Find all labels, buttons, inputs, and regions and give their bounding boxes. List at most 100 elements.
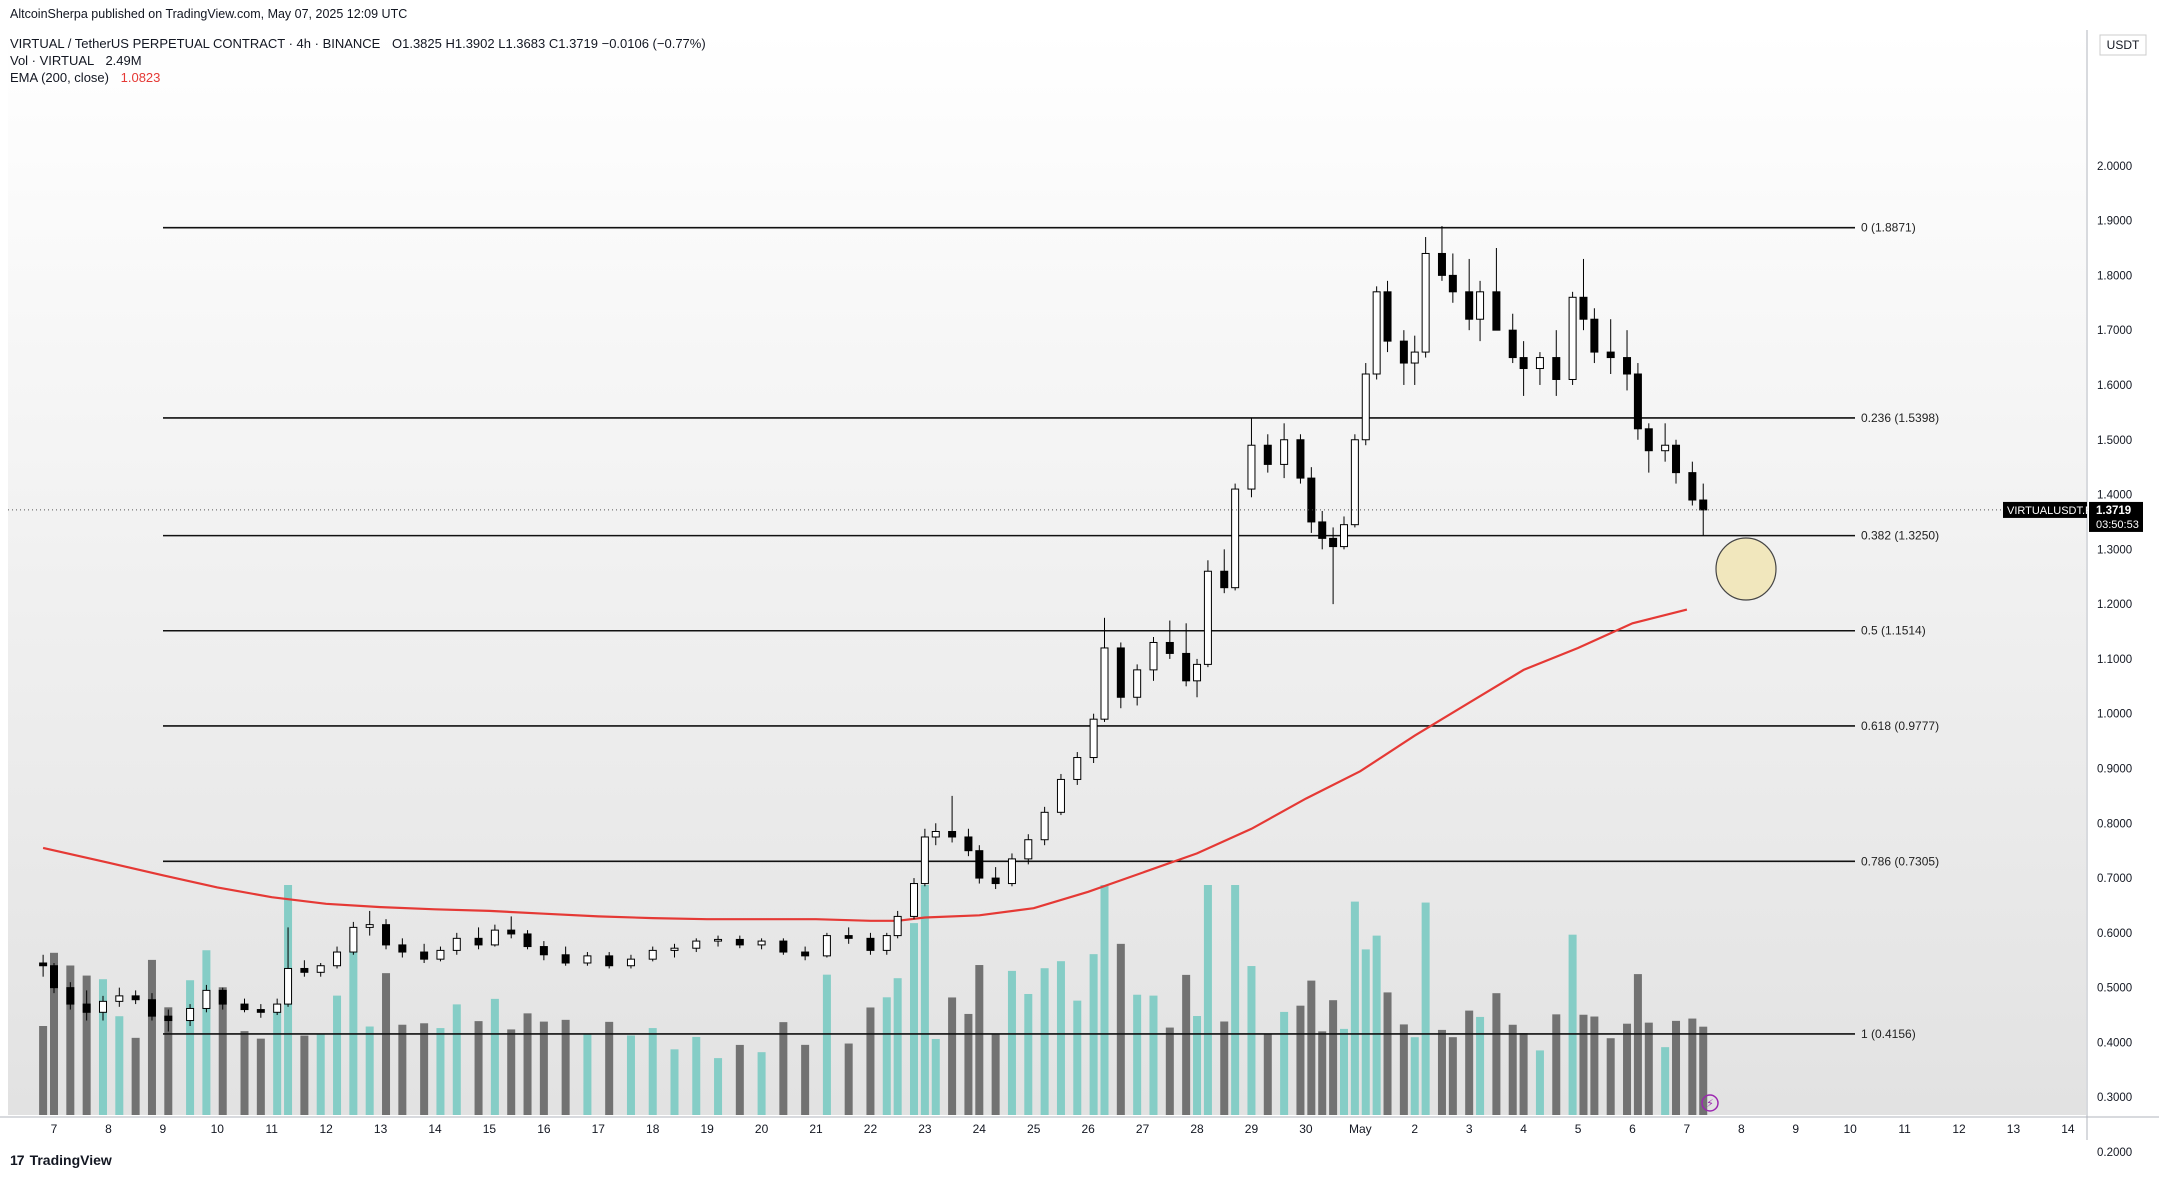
volume-bar: [1383, 992, 1392, 1115]
candle: [82, 990, 91, 1021]
candle: [801, 946, 810, 961]
volume-bar: [882, 997, 891, 1115]
candle: [1024, 834, 1033, 865]
candle: [284, 927, 293, 1007]
symbol-legend: VIRTUAL / TetherUS PERPETUAL CONTRACT · …: [10, 36, 706, 51]
candle: [1100, 617, 1109, 722]
price-tick-label: 0.4000: [2097, 1037, 2132, 1049]
candle-body: [1508, 329, 1517, 359]
candle: [948, 795, 957, 843]
candle-body: [1220, 570, 1229, 589]
candle: [1296, 434, 1305, 484]
candle-body: [844, 935, 853, 939]
time-tick-label: 3: [1466, 1122, 1473, 1136]
candle: [1606, 319, 1615, 375]
candle-body: [757, 940, 766, 946]
candle-body: [1383, 291, 1392, 342]
candle: [1247, 417, 1256, 498]
candle-body: [1699, 499, 1708, 511]
price-axis[interactable]: USDT 2.0000 1.9000 1.8000 1.7000 1.6000 1.5000…: [2003, 30, 2147, 1159]
candle: [1182, 623, 1191, 687]
highlight-circle[interactable]: [1715, 537, 1777, 601]
candle-body: [98, 1000, 107, 1013]
candle-body: [1568, 296, 1577, 380]
symbol-title[interactable]: VIRTUAL / TetherUS PERPETUAL CONTRACT · …: [10, 36, 381, 51]
candle: [1552, 330, 1561, 396]
candle-body: [1492, 291, 1501, 331]
fib-level-label: 1 (0.4156): [1861, 1027, 1916, 1041]
candle-body: [1688, 472, 1697, 501]
candle-body: [1318, 521, 1327, 539]
volume-bar: [452, 1004, 461, 1115]
time-tick-label: 13: [374, 1122, 388, 1136]
candle: [1040, 806, 1049, 846]
fib-level-label: 0 (1.8871): [1861, 221, 1916, 235]
time-tick-label: 27: [1136, 1122, 1150, 1136]
volume-bar: [300, 1035, 309, 1115]
candle-body: [605, 955, 614, 967]
time-axis[interactable]: 7 8 9 10 11 12 13 14 15 16 17 18 19 20 21 22 23 24 25 26 27 2…: [0, 1116, 2159, 1136]
candle-body: [218, 989, 227, 1005]
candle: [1231, 483, 1240, 591]
volume-bar: [975, 965, 984, 1115]
candle-body: [1100, 647, 1109, 720]
candle-body: [920, 836, 929, 885]
tradingview-logo[interactable]: 17 TradingView: [10, 1152, 112, 1168]
candle-body: [365, 924, 374, 928]
time-tick-label: 28: [1190, 1122, 1204, 1136]
volume-bar: [523, 1013, 532, 1115]
volume-bar: [1476, 1016, 1485, 1115]
candle: [1280, 423, 1289, 479]
price-tick-label: 1.4000: [2097, 490, 2132, 502]
volume-bar: [714, 1058, 723, 1115]
candle: [1339, 516, 1348, 550]
candle-body: [1296, 439, 1305, 479]
fib-level-label: 0.236 (1.5398): [1861, 411, 1939, 425]
currency-button[interactable]: [2099, 34, 2147, 56]
alert-lightning-icon[interactable]: [1701, 1094, 1719, 1112]
candle: [1073, 752, 1082, 785]
volume-bar: [115, 1016, 124, 1115]
candle: [1133, 664, 1142, 706]
candle: [523, 930, 532, 950]
candle: [507, 916, 516, 939]
candle: [1220, 549, 1229, 594]
volume-bar: [779, 1022, 788, 1115]
volume-bar: [382, 973, 391, 1115]
candle-body: [822, 935, 831, 957]
candle-body: [273, 1003, 282, 1013]
volume-label[interactable]: Vol · VIRTUAL: [10, 53, 94, 68]
candle: [186, 1004, 195, 1027]
candle: [1399, 330, 1408, 385]
annotations[interactable]: ⚡: [8, 509, 2087, 1112]
volume-bar: [1149, 995, 1158, 1115]
volume-bar: [240, 1031, 249, 1115]
volume-bar: [866, 1007, 875, 1115]
volume-bar: [735, 1044, 744, 1115]
candle-body: [256, 1009, 265, 1013]
candle-body: [1231, 488, 1240, 589]
candle: [1007, 853, 1016, 887]
candle: [39, 954, 48, 977]
candle-body: [1089, 718, 1098, 759]
volume-bar: [39, 1025, 48, 1115]
time-tick-label: 20: [755, 1122, 769, 1136]
candle: [98, 995, 107, 1021]
volume-bar: [186, 980, 195, 1115]
candle: [115, 987, 124, 1007]
price-tick-label: 1.6000: [2097, 380, 2132, 392]
volume-bar: [1519, 1033, 1528, 1115]
candle: [490, 924, 499, 947]
fib-level-label: 0.786 (0.7305): [1861, 854, 1939, 868]
candle-body: [1247, 444, 1256, 490]
time-tick-label: May: [1349, 1122, 1372, 1136]
candle: [1672, 439, 1681, 484]
ema-label[interactable]: EMA (200, close): [10, 70, 109, 85]
volume-bar: [1231, 885, 1240, 1115]
candle: [131, 990, 140, 1005]
candle: [1149, 636, 1158, 681]
time-tick-label: 25: [1027, 1122, 1041, 1136]
candle: [539, 941, 548, 961]
time-tick-label: 26: [1081, 1122, 1095, 1136]
